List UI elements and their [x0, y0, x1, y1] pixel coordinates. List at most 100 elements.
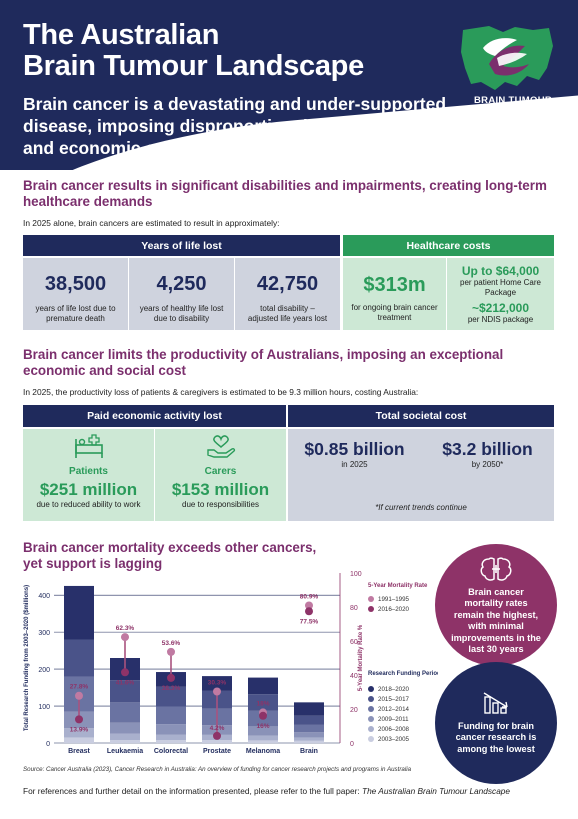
mortality-point-1991 [121, 633, 129, 642]
funding-legend-swatch [368, 726, 374, 732]
footer-note: For references and further detail on the… [23, 786, 511, 796]
y2-tick-label: 40 [350, 673, 358, 680]
page-title: The Australian Brain Tumour Landscape [23, 20, 364, 82]
mortality-bubble: Brain cancer mortality rates remain the … [435, 544, 557, 666]
stat-label: years of healthy life lost due to disabi… [139, 304, 224, 323]
funding-bar-segment [202, 740, 232, 743]
carers-note: due to responsibilities [182, 500, 259, 509]
cost-2050-label: by 2050* [471, 460, 504, 469]
patients-value: $251 million [39, 480, 138, 499]
mortality-point-2016 [121, 668, 129, 677]
paid-activity-header: Paid economic activity lost [23, 405, 286, 427]
home-care-label: per patient Home Care Package [460, 278, 541, 297]
logo-org: ALLIANCE AUSTRALIA INC. [474, 106, 572, 124]
mortality-label-2016: 41.6% [116, 679, 135, 686]
funding-bar-segment [156, 740, 186, 743]
stat-value: 42,750 [256, 273, 319, 295]
funding-legend-swatch [368, 716, 374, 722]
heart-hand-icon [206, 435, 235, 458]
mortality-point-1991 [75, 691, 83, 700]
patients-label: Patients [69, 466, 108, 477]
mortality-legend-label: 2016–2020 [378, 606, 410, 613]
y-tick-label: 300 [38, 630, 50, 637]
funding-legend-label: 2006–2008 [378, 726, 410, 733]
logo-phone: 1800 857 221 [479, 117, 531, 127]
stat-label: years of life lost due to premature deat… [35, 304, 116, 323]
mortality-label-2016: 4.2% [210, 725, 225, 732]
mortality-legend-swatch [368, 596, 374, 602]
mortality-label-1991: 27.8% [70, 684, 89, 691]
mortality-point-1991 [305, 601, 313, 610]
section2-heading: Brain cancer limits the productivity of … [23, 347, 504, 378]
mortality-label-1991: 80.9% [300, 593, 319, 600]
mortality-point-2016 [75, 715, 83, 724]
funding-bar-segment [110, 740, 140, 743]
carers-card: Carers $153 million due to responsibilit… [155, 429, 286, 521]
funding-bar-segment [294, 737, 324, 741]
mortality-point-2016 [213, 731, 221, 740]
mortality-label-1991: 18% [256, 700, 269, 707]
funding-bubble-text: Funding for brain cancer research is amo… [455, 720, 537, 754]
category-label: Melanoma [246, 748, 280, 755]
funding-bar-segment [110, 722, 140, 734]
cost-footnote: *If current trends continue [375, 503, 467, 512]
stat-card: 42,750 total disability – adjusted life … [235, 258, 340, 330]
brain-icon [480, 557, 512, 581]
ndis-label: per NDIS package [467, 315, 534, 324]
title-line-2: Brain Tumour Landscape [23, 50, 364, 82]
funding-legend-swatch [368, 736, 374, 742]
mortality-label-1991: 62.3% [116, 625, 135, 632]
funding-bar-segment [64, 728, 94, 738]
funding-legend-label: 2009–2011 [378, 716, 409, 723]
funding-bar-segment [294, 732, 324, 738]
funding-bar-segment [294, 702, 324, 716]
funding-legend-swatch [368, 696, 374, 702]
page-subtitle: Brain cancer is a devastating and under-… [23, 94, 447, 158]
funding-bar-segment [156, 724, 186, 735]
funding-bar-segment [110, 733, 140, 741]
carers-label: Carers [204, 466, 237, 477]
funding-bar-segment [156, 734, 186, 741]
y2-tick-label: 0 [350, 741, 354, 748]
funding-bar-segment [64, 639, 94, 677]
funding-bar-segment [202, 676, 232, 691]
patients-note: due to reduced ability to work [36, 500, 141, 509]
y2-tick-label: 60 [350, 639, 358, 646]
mortality-point-2016 [305, 607, 313, 616]
yll-header: Years of life lost [23, 235, 340, 256]
y2-tick-label: 20 [350, 707, 358, 714]
logo-name: BRAIN TUMOUR [474, 95, 553, 106]
mortality-bubble-text: Brain cancer mortality rates remain the … [451, 586, 541, 655]
healthcare-header: Healthcare costs [343, 235, 554, 256]
stat-card: 38,500 years of life lost due to prematu… [23, 258, 128, 330]
mortality-label-1991: 53.6% [162, 640, 181, 647]
mortality-label-2016: 77.5% [300, 618, 319, 625]
category-label: Leukaemia [107, 748, 143, 755]
funding-bar-segment [294, 724, 324, 733]
ndis-value: ~$212,000 [471, 301, 530, 315]
declining-chart-icon [483, 692, 508, 714]
cost-2050-value: $3.2 billion [442, 439, 533, 459]
funding-bar-segment [248, 735, 278, 741]
chart-source: Source: Cancer Australia (2023), Cancer … [23, 766, 412, 773]
title-line-1: The Australian [23, 19, 220, 51]
category-label: Prostate [203, 748, 231, 755]
societal-cost-card: $0.85 billion in 2025 $3.2 billion by 20… [288, 429, 554, 521]
y2-tick-label: 80 [350, 605, 358, 612]
patients-card: Patients $251 million due to reduced abi… [23, 429, 154, 521]
funding-bar-segment [294, 740, 324, 743]
mortality-legend-swatch [368, 606, 374, 612]
funding-bar-segment [64, 737, 94, 743]
funding-bar-segment [248, 694, 278, 711]
stat-value: 38,500 [44, 273, 107, 295]
mortality-point-2016 [259, 711, 267, 720]
funding-bar-segment [248, 677, 278, 695]
section1-intro: In 2025 alone, brain cancers are estimat… [23, 218, 280, 228]
section3-heading: Brain cancer mortality exceeds other can… [23, 540, 317, 571]
category-label: Colorectal [154, 748, 188, 755]
mortality-legend-title: 5-Year Mortality Rate [368, 583, 428, 589]
stat-label: total disability – adjusted life years l… [247, 304, 328, 323]
carers-value: $153 million [171, 480, 270, 499]
funding-legend-title: Research Funding Period [368, 671, 438, 677]
funding-bar-segment [64, 585, 94, 640]
